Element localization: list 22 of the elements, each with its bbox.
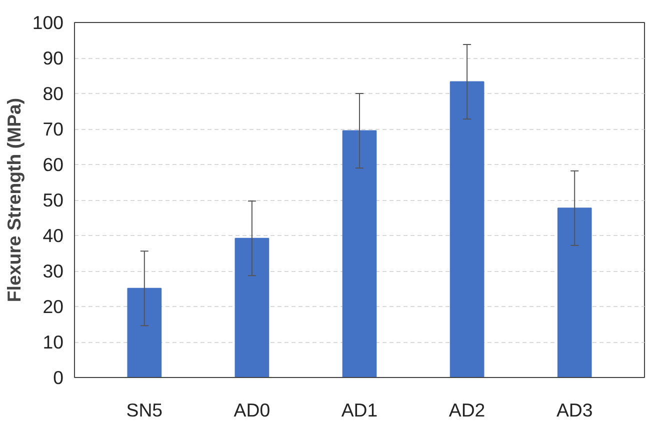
y-tick-label: 30 [42,260,64,282]
bar [234,238,270,378]
x-tick-label: SN5 [126,400,163,420]
bar [127,288,162,378]
y-tick-label: 40 [42,225,64,246]
y-tick-label: 70 [42,118,64,140]
bar [450,81,484,378]
y-axis-title: Flexure Strength (MPa) [3,98,24,302]
y-tick-label: 50 [42,190,64,210]
y-tick-label: 0 [53,367,64,388]
x-tick-label: AD2 [448,400,486,420]
bar [557,208,592,378]
x-tick-label: AD3 [556,400,593,420]
y-tick-label: 20 [42,296,64,317]
y-tick-label: 100 [32,12,64,33]
y-tick-label: 60 [42,154,64,175]
y-tick-label: 90 [42,48,64,68]
y-tick-label: 80 [42,83,64,104]
x-tick-label: AD0 [234,400,270,420]
y-tick-label: 10 [42,332,64,352]
x-tick-label: AD1 [341,400,378,420]
bar [342,130,377,378]
